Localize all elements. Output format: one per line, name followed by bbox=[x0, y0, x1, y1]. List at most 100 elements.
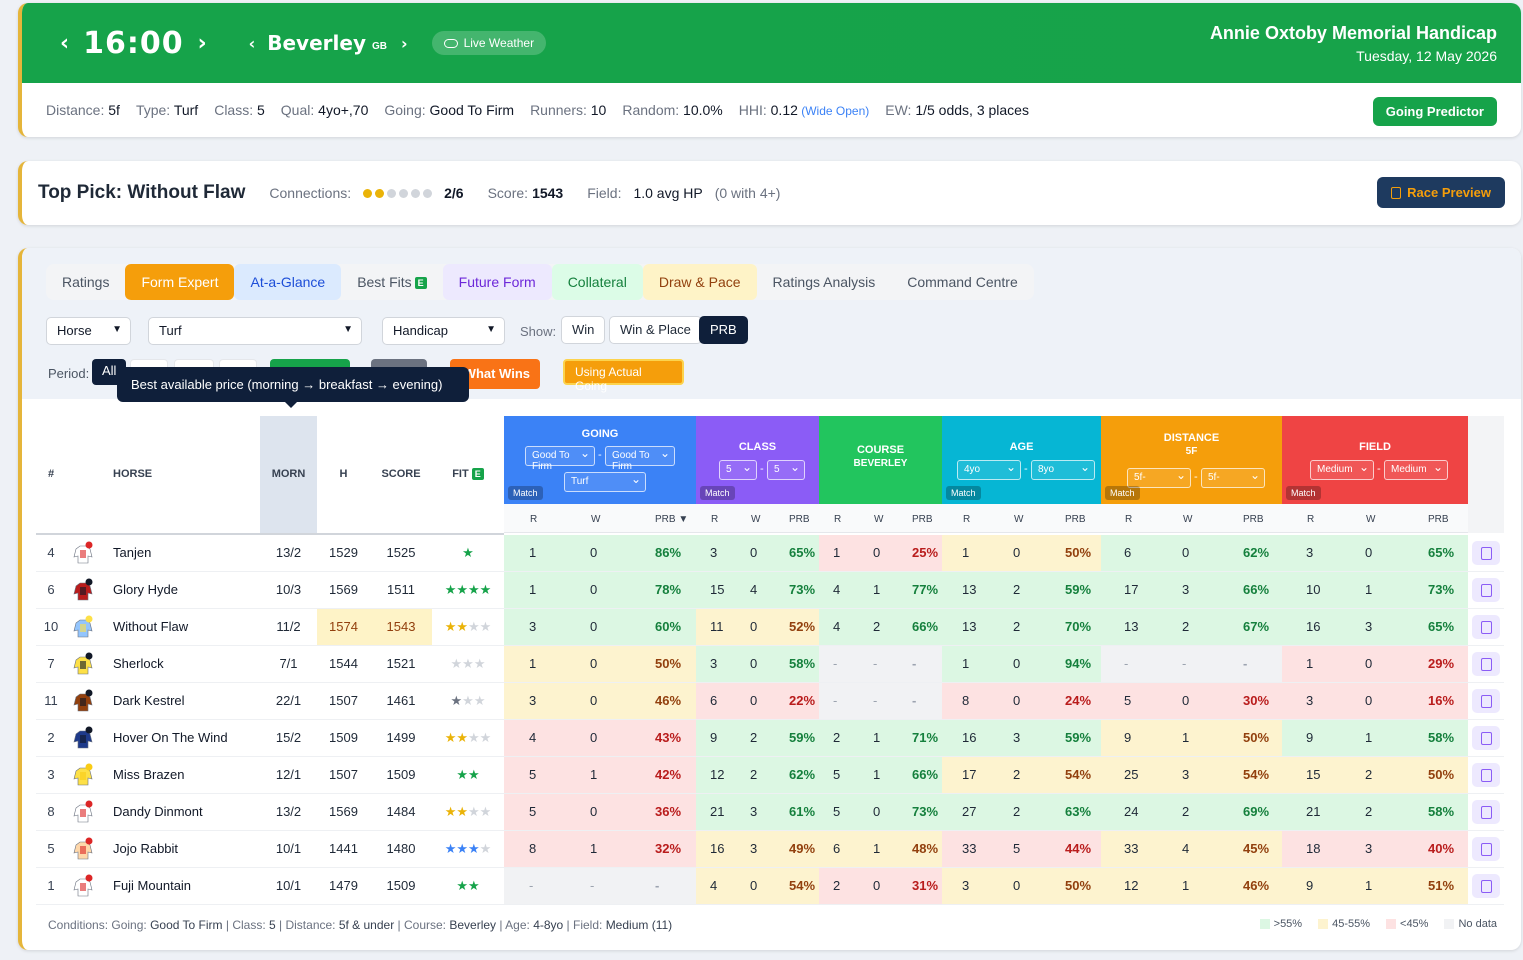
horse-select[interactable]: Horse ▼ bbox=[46, 317, 131, 345]
notes-button[interactable] bbox=[1472, 837, 1500, 861]
table-row[interactable]: 8 Dandy Dinmont 13/2 1569 1484 ★★★★ 5 0 36% 21 3 61… bbox=[36, 794, 1504, 831]
table-row[interactable]: 5 Jojo Rabbit 10/1 1441 1480 ★★★★ 8 1 32% 16 3 49% 6… bbox=[36, 831, 1504, 868]
notes-button[interactable] bbox=[1472, 578, 1500, 602]
notes-button[interactable] bbox=[1472, 541, 1500, 565]
field-from-select[interactable]: Medium bbox=[1310, 460, 1374, 480]
age-to-select[interactable]: 8yo bbox=[1031, 460, 1095, 480]
col-header-h[interactable]: H bbox=[339, 468, 348, 480]
tab-collateral[interactable]: Collateral bbox=[551, 264, 643, 300]
notes-button[interactable] bbox=[1472, 652, 1500, 676]
prev-course-chevron-icon[interactable]: ‹ bbox=[248, 33, 256, 53]
tab-command-centre[interactable]: Command Centre bbox=[891, 264, 1034, 300]
tab-at-a-glance[interactable]: At-a-Glance bbox=[234, 264, 342, 300]
notes-button[interactable] bbox=[1472, 874, 1500, 898]
surface-select[interactable]: Turf ▼ bbox=[148, 317, 362, 345]
subheader-w[interactable]: W bbox=[591, 514, 601, 525]
going-from-select[interactable]: Good To Firm bbox=[525, 446, 595, 472]
table-row[interactable]: 2 Hover On The Wind 15/2 1509 1499 ★★★★ 4 0 43% 9… bbox=[36, 720, 1504, 757]
horse-name[interactable]: Dark Kestrel bbox=[113, 693, 185, 708]
field-match-badge[interactable]: Match bbox=[1286, 486, 1321, 500]
distance-from-select[interactable]: 5f- bbox=[1127, 468, 1191, 488]
subheader-r[interactable]: R bbox=[834, 514, 842, 525]
distance-to-select[interactable]: 5f- bbox=[1201, 468, 1265, 488]
subheader-prb[interactable]: PRB bbox=[1065, 514, 1086, 525]
table-row[interactable]: 1 Fuji Mountain 10/1 1479 1509 ★★ - - -4 0 54% 2 0 31… bbox=[36, 868, 1504, 905]
horse-name[interactable]: Jojo Rabbit bbox=[113, 841, 179, 856]
class-match-badge[interactable]: Match bbox=[700, 486, 735, 500]
class-from-select[interactable]: 5 bbox=[719, 460, 757, 480]
next-course-chevron-icon[interactable]: › bbox=[400, 33, 408, 53]
subheader-w[interactable]: W bbox=[874, 514, 884, 525]
going-to-select[interactable]: Good To Firm bbox=[605, 446, 675, 472]
distance-match-badge[interactable]: Match bbox=[1105, 486, 1140, 500]
score-value: 1521 bbox=[386, 656, 416, 671]
table-row[interactable]: 6 Glory Hyde 10/3 1569 1511 ★★★★ 1 0 78% 15 4 73% 4 1… bbox=[36, 572, 1504, 609]
tab-ratings[interactable]: Ratings bbox=[46, 264, 125, 300]
condition-label: | Course: bbox=[394, 918, 450, 932]
horse-name[interactable]: Glory Hyde bbox=[113, 582, 179, 597]
subheader-prb[interactable]: PRB bbox=[1428, 514, 1449, 525]
group-subtitle: 5F bbox=[1185, 446, 1198, 457]
subheader-r[interactable]: R bbox=[1307, 514, 1315, 525]
horse-name[interactable]: Dandy Dinmont bbox=[113, 804, 203, 819]
notes-button[interactable] bbox=[1472, 689, 1500, 713]
col-header-num[interactable]: # bbox=[47, 468, 55, 480]
col-header-morn[interactable]: MORN bbox=[271, 468, 306, 480]
class-to-select[interactable]: 5 bbox=[767, 460, 805, 480]
race-preview-button[interactable]: Race Preview bbox=[1377, 177, 1505, 208]
subheader-w[interactable]: W bbox=[1014, 514, 1024, 525]
subheader-w[interactable]: W bbox=[751, 514, 761, 525]
subheader-prb[interactable]: PRB bbox=[789, 514, 810, 525]
fit-stars: ★ bbox=[462, 545, 474, 560]
notes-button[interactable] bbox=[1472, 800, 1500, 824]
horse-name[interactable]: Tanjen bbox=[113, 545, 152, 560]
tab-future-form[interactable]: Future Form bbox=[442, 264, 552, 300]
table-row[interactable]: 7 Sherlock 7/1 1544 1521 ★★★ 1 0 50% 3 0 58% - - - 1 0 94… bbox=[36, 646, 1504, 683]
horse-name[interactable]: Miss Brazen bbox=[113, 767, 185, 782]
going-surface-select[interactable]: Turf bbox=[564, 472, 646, 492]
show-win-button[interactable]: Win bbox=[561, 316, 606, 344]
notes-button[interactable] bbox=[1472, 763, 1500, 787]
actual-going-button[interactable]: Using Actual Going bbox=[563, 359, 684, 393]
next-race-chevron-icon[interactable]: › bbox=[197, 30, 207, 56]
col-header-score[interactable]: SCORE bbox=[381, 468, 421, 480]
subheader-w[interactable]: W bbox=[1183, 514, 1193, 525]
table-row[interactable]: 3 Miss Brazen 12/1 1507 1509 ★★ 5 1 42% 12 2 62% 5 1 6… bbox=[36, 757, 1504, 794]
table-row[interactable]: 4 Tanjen 13/2 1529 1525 ★ 1 0 86% 3 0 65% 1 0 25% 1 0 50%… bbox=[36, 535, 1504, 572]
subheader-r[interactable]: R bbox=[711, 514, 719, 525]
tab-ratings-analysis[interactable]: Ratings Analysis bbox=[757, 264, 892, 300]
notes-button[interactable] bbox=[1472, 615, 1500, 639]
field-to-select[interactable]: Medium bbox=[1384, 460, 1448, 480]
class-runs: 4 bbox=[710, 878, 718, 893]
show-prb-button[interactable]: PRB bbox=[699, 316, 748, 344]
race-type-select[interactable]: Handicap ▼ bbox=[382, 317, 505, 345]
show-win-place-button[interactable]: Win & Place bbox=[609, 316, 702, 344]
subheader-prb[interactable]: PRB bbox=[1243, 514, 1264, 525]
subheader-r[interactable]: R bbox=[530, 514, 538, 525]
score-value: 1511 bbox=[387, 582, 415, 597]
going-match-badge[interactable]: Match bbox=[508, 486, 543, 500]
col-header-fit[interactable]: FIT E bbox=[432, 468, 504, 481]
age-from-select[interactable]: 4yo bbox=[957, 460, 1021, 480]
live-weather-button[interactable]: Live Weather bbox=[431, 31, 547, 55]
tab-best-fits[interactable]: Best Fits E bbox=[341, 264, 442, 300]
tab-form-expert[interactable]: Form Expert bbox=[125, 264, 235, 300]
notes-button[interactable] bbox=[1472, 726, 1500, 750]
table-row[interactable]: 11 Dark Kestrel 22/1 1507 1461 ★★★ 3 0 46% 6 0 22% -… bbox=[36, 683, 1504, 720]
going-predictor-button[interactable]: Going Predictor bbox=[1372, 97, 1497, 126]
horse-name[interactable]: Hover On The Wind bbox=[113, 730, 228, 745]
subheader-r[interactable]: R bbox=[1125, 514, 1133, 525]
age-match-badge[interactable]: Match bbox=[946, 486, 981, 500]
horse-name[interactable]: Without Flaw bbox=[113, 619, 189, 634]
tab-draw-pace[interactable]: Draw & Pace bbox=[642, 264, 757, 300]
subheader-prb[interactable]: PRB ▼ bbox=[655, 514, 689, 525]
prev-race-chevron-icon[interactable]: ‹ bbox=[60, 30, 70, 56]
horse-name[interactable]: Sherlock bbox=[113, 656, 164, 671]
subheader-w[interactable]: W bbox=[1366, 514, 1376, 525]
table-row[interactable]: 10 Without Flaw 11/2 1574 1543 ★★★★ 3 0 60% 11 0 52… bbox=[36, 609, 1504, 646]
subheader-r[interactable]: R bbox=[963, 514, 971, 525]
age-wins: 2 bbox=[1013, 619, 1021, 634]
horse-name[interactable]: Fuji Mountain bbox=[113, 878, 192, 893]
subheader-prb[interactable]: PRB bbox=[912, 514, 933, 525]
col-header-horse[interactable]: HORSE bbox=[113, 468, 153, 480]
